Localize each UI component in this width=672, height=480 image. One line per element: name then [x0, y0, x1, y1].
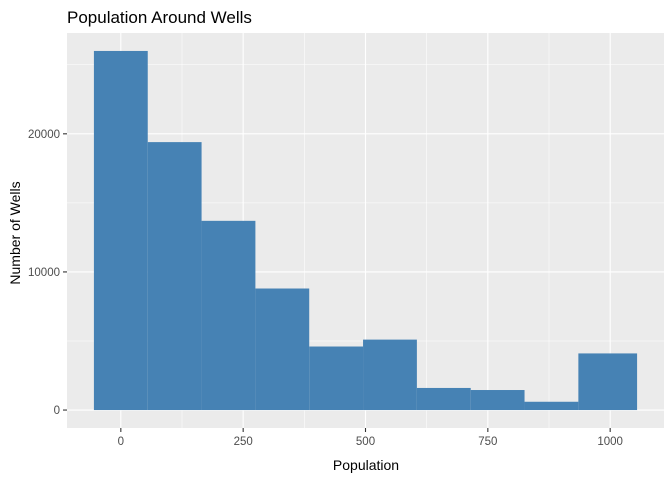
histogram-bar: [201, 220, 256, 411]
y-tick-label: 10000: [28, 267, 60, 279]
x-tick-label: 1000: [597, 436, 623, 448]
x-tick-label: 500: [356, 436, 375, 448]
histogram-bar: [363, 339, 417, 411]
histogram-bar: [255, 288, 310, 411]
y-tick-label: 20000: [28, 129, 60, 141]
histogram-bar: [309, 346, 364, 411]
histogram-bar: [470, 390, 525, 411]
histogram-bar: [416, 387, 471, 411]
histogram-bar: [578, 353, 638, 411]
x-tick-label: 0: [118, 436, 124, 448]
histogram-bar: [524, 401, 579, 411]
x-tick-label: 750: [478, 436, 497, 448]
histogram-bars: [93, 50, 638, 411]
y-tick-label: 0: [54, 405, 60, 417]
y-axis-ticks: 0 10000 20000: [28, 129, 67, 417]
histogram-bar: [147, 142, 202, 411]
chart-title: Population Around Wells: [67, 8, 252, 27]
y-axis-title: Number of Wells: [7, 181, 23, 284]
x-axis-ticks: 0 250 500 750 1000: [118, 428, 623, 448]
x-axis-title: Population: [333, 457, 399, 473]
histogram-bar: [93, 50, 148, 411]
x-tick-label: 250: [234, 436, 253, 448]
